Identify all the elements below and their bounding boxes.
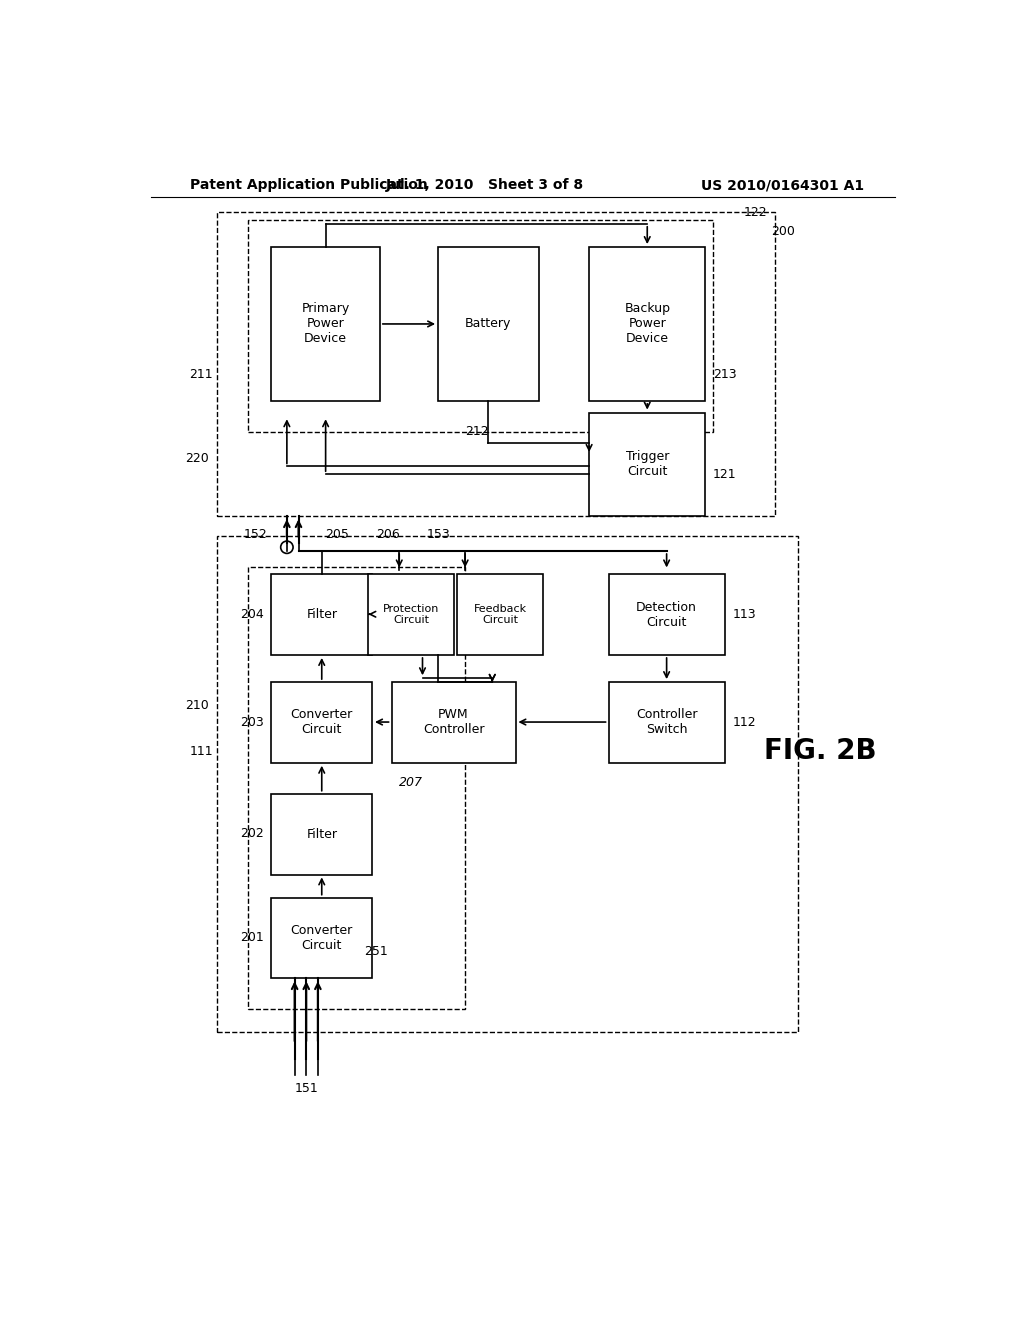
FancyBboxPatch shape: [271, 898, 372, 978]
Text: 152: 152: [244, 528, 267, 541]
FancyBboxPatch shape: [608, 682, 725, 763]
Text: 200: 200: [771, 224, 795, 238]
Text: Filter: Filter: [306, 828, 337, 841]
Text: 205: 205: [326, 528, 349, 541]
Text: 212: 212: [465, 425, 488, 438]
FancyBboxPatch shape: [589, 247, 706, 401]
FancyBboxPatch shape: [271, 682, 372, 763]
FancyBboxPatch shape: [458, 574, 543, 655]
Text: FIG. 2B: FIG. 2B: [764, 738, 877, 766]
Text: Detection
Circuit: Detection Circuit: [636, 601, 697, 628]
Text: Converter
Circuit: Converter Circuit: [291, 924, 353, 952]
Text: Controller
Switch: Controller Switch: [636, 709, 697, 737]
Text: 204: 204: [240, 607, 263, 620]
Text: 112: 112: [732, 715, 756, 729]
Text: 210: 210: [185, 698, 209, 711]
Text: 203: 203: [240, 715, 263, 729]
Text: 111: 111: [189, 744, 213, 758]
Text: Feedback
Circuit: Feedback Circuit: [473, 603, 526, 626]
Text: 220: 220: [185, 453, 209, 465]
FancyBboxPatch shape: [608, 574, 725, 655]
Text: Trigger
Circuit: Trigger Circuit: [626, 450, 669, 478]
Text: 202: 202: [240, 828, 263, 841]
Text: 113: 113: [732, 607, 756, 620]
FancyBboxPatch shape: [589, 413, 706, 516]
Text: Primary
Power
Device: Primary Power Device: [301, 302, 350, 346]
Text: Patent Application Publication: Patent Application Publication: [190, 178, 428, 193]
Text: 213: 213: [713, 367, 736, 380]
Text: Backup
Power
Device: Backup Power Device: [625, 302, 671, 346]
Text: 122: 122: [743, 206, 767, 219]
FancyBboxPatch shape: [369, 574, 454, 655]
Text: Jul. 1, 2010   Sheet 3 of 8: Jul. 1, 2010 Sheet 3 of 8: [385, 178, 584, 193]
Text: 206: 206: [376, 528, 399, 541]
FancyBboxPatch shape: [271, 793, 372, 875]
FancyBboxPatch shape: [438, 247, 539, 401]
Text: 207: 207: [399, 776, 423, 788]
Text: 251: 251: [365, 945, 388, 958]
FancyBboxPatch shape: [391, 682, 515, 763]
Text: US 2010/0164301 A1: US 2010/0164301 A1: [701, 178, 864, 193]
Text: 201: 201: [240, 931, 263, 944]
FancyBboxPatch shape: [271, 247, 380, 401]
Text: Filter: Filter: [306, 609, 337, 622]
Text: PWM
Controller: PWM Controller: [423, 709, 484, 737]
Text: Converter
Circuit: Converter Circuit: [291, 709, 353, 737]
Text: 211: 211: [189, 367, 213, 380]
Text: Protection
Circuit: Protection Circuit: [383, 603, 439, 626]
Text: 153: 153: [426, 528, 451, 541]
FancyBboxPatch shape: [271, 574, 372, 655]
Text: 151: 151: [294, 1082, 318, 1096]
Text: 121: 121: [713, 467, 736, 480]
Text: Battery: Battery: [465, 317, 512, 330]
